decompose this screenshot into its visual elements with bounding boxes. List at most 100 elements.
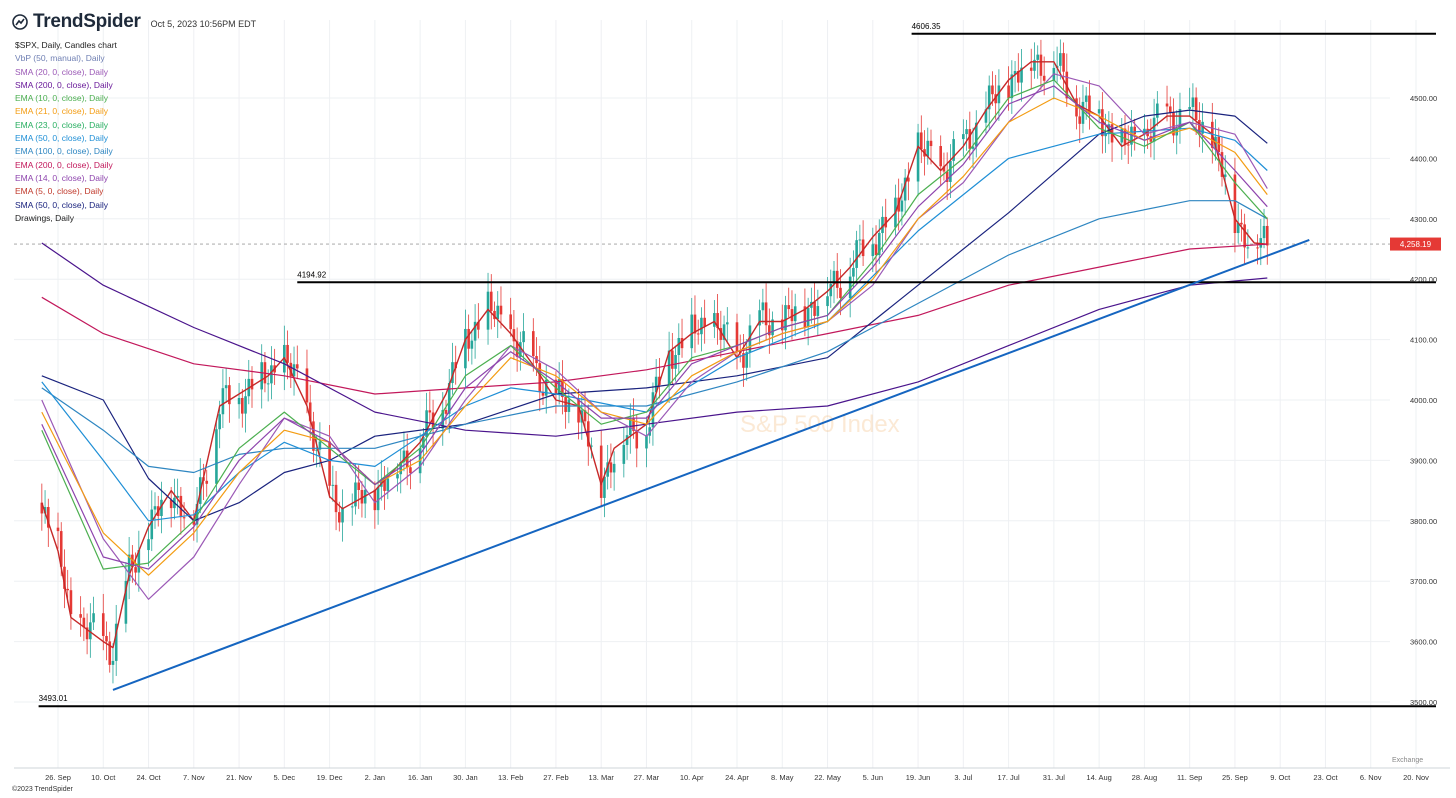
candle-body [160,499,163,517]
candle-body [771,319,774,336]
candle-body [441,410,445,429]
candle-body [1191,97,1195,108]
candle-body [745,352,748,368]
candle-body [250,378,254,390]
level-label: 4194.92 [297,270,326,279]
candle-body [399,462,403,475]
candle-body [338,512,341,523]
candle-body [987,85,991,110]
candle-body [1120,128,1124,143]
candle-body [1020,67,1023,83]
candle-body [295,364,299,369]
candle-body [467,328,470,349]
candle-body [826,296,829,307]
candle-body [758,310,761,326]
candle-body [1246,247,1250,249]
candle-body [813,301,816,316]
candle-body [874,244,878,256]
candle-body [1236,222,1240,234]
candle-body [942,166,946,172]
candle-body [861,239,865,257]
candle-body [470,340,474,349]
candle-body [425,410,428,438]
grid-lines [14,20,1417,768]
trendspider-logo-icon [12,14,28,30]
candle-body [1152,117,1156,142]
candle-body [603,476,606,498]
candle-body [1036,54,1039,60]
legend-item[interactable]: EMA (14, 0, close), Daily [15,172,109,183]
candle-body [541,391,545,396]
candle-body [428,410,432,413]
level-label: 3493.01 [39,694,68,703]
candle-body [907,177,910,182]
candle-body [1168,106,1172,113]
candle-body [997,85,1001,104]
candle-body [205,480,209,484]
candle-body [742,353,745,368]
legend-item[interactable]: SMA (50, 0, close), Daily [15,199,109,210]
candle-body [169,499,173,509]
series-line-3 [41,109,1268,522]
candle-body [1062,53,1065,72]
candle-body [328,441,331,486]
legend-item[interactable]: EMA (5, 0, close), Daily [15,186,104,197]
candle-body [622,444,626,464]
legend-item[interactable]: EMA (23, 0, close), Daily [15,119,109,130]
candle-body [590,445,593,447]
candle-body [1194,97,1198,120]
candle-body [984,109,988,123]
candle-body [1243,224,1246,248]
x-tick-label: 9. Oct [1270,773,1291,782]
legend-item[interactable]: EMA (21, 0, close), Daily [15,106,109,117]
series-line-0 [41,61,1268,649]
y-tick-label: 4400.00 [1410,154,1437,163]
candle-body [1081,101,1085,124]
y-tick-label: 4200.00 [1410,275,1437,284]
series-line-7 [41,97,1268,576]
x-tick-label: 24. Oct [136,773,161,782]
x-tick-label: 10. Apr [680,773,704,782]
legend-item[interactable]: SMA (20, 0, close), Daily [15,66,109,77]
candle-body [768,325,771,336]
candle-body [852,267,855,277]
indicator-legend: $SPX, Daily, Candles chart VbP (50, manua… [15,39,117,225]
candle-body [218,414,221,430]
candle-body [241,397,244,414]
candle-body [671,350,674,369]
candle-body [127,554,131,581]
candle-body [871,244,875,257]
legend-item[interactable]: $SPX, Daily, Candles chart [15,40,117,50]
candle-body [464,328,467,369]
candle-body [486,291,490,330]
candle-body [703,317,706,327]
candle-body [1188,107,1191,109]
candle-body [949,160,952,182]
candle-body [994,94,997,104]
legend-item[interactable]: SMA (200, 0, close), Daily [15,79,113,90]
candle-body [780,319,784,331]
candle-body [1223,174,1227,177]
candle-body [877,233,881,256]
legend-item[interactable]: Drawings, Daily [15,212,75,223]
candle-body [577,399,580,423]
y-axis: 3500.00 3600.00 3700.00 3800.00 3900.00 4000.… [1410,94,1437,707]
x-tick-label: 21. Nov [226,773,252,782]
legend-item[interactable]: EMA (10, 0, close), Daily [15,93,109,104]
candle-body [137,550,141,573]
candle-body [519,342,522,357]
candle-body [635,431,639,449]
legend-item[interactable]: EMA (200, 0, close), Daily [15,159,113,170]
candle-body [331,484,335,486]
candle-body [554,379,558,395]
candle-body [85,627,89,640]
legend-item[interactable]: VbP (50, manual), Daily [15,53,105,64]
candle-body [1259,238,1263,248]
legend-item[interactable]: EMA (50, 0, close), Daily [15,133,109,144]
candle-body [105,635,108,642]
candle-body [761,302,765,311]
candle-body [1017,70,1020,83]
legend-item[interactable]: EMA (100, 0, close), Daily [15,146,113,157]
y-tick-label: 4100.00 [1410,336,1437,345]
